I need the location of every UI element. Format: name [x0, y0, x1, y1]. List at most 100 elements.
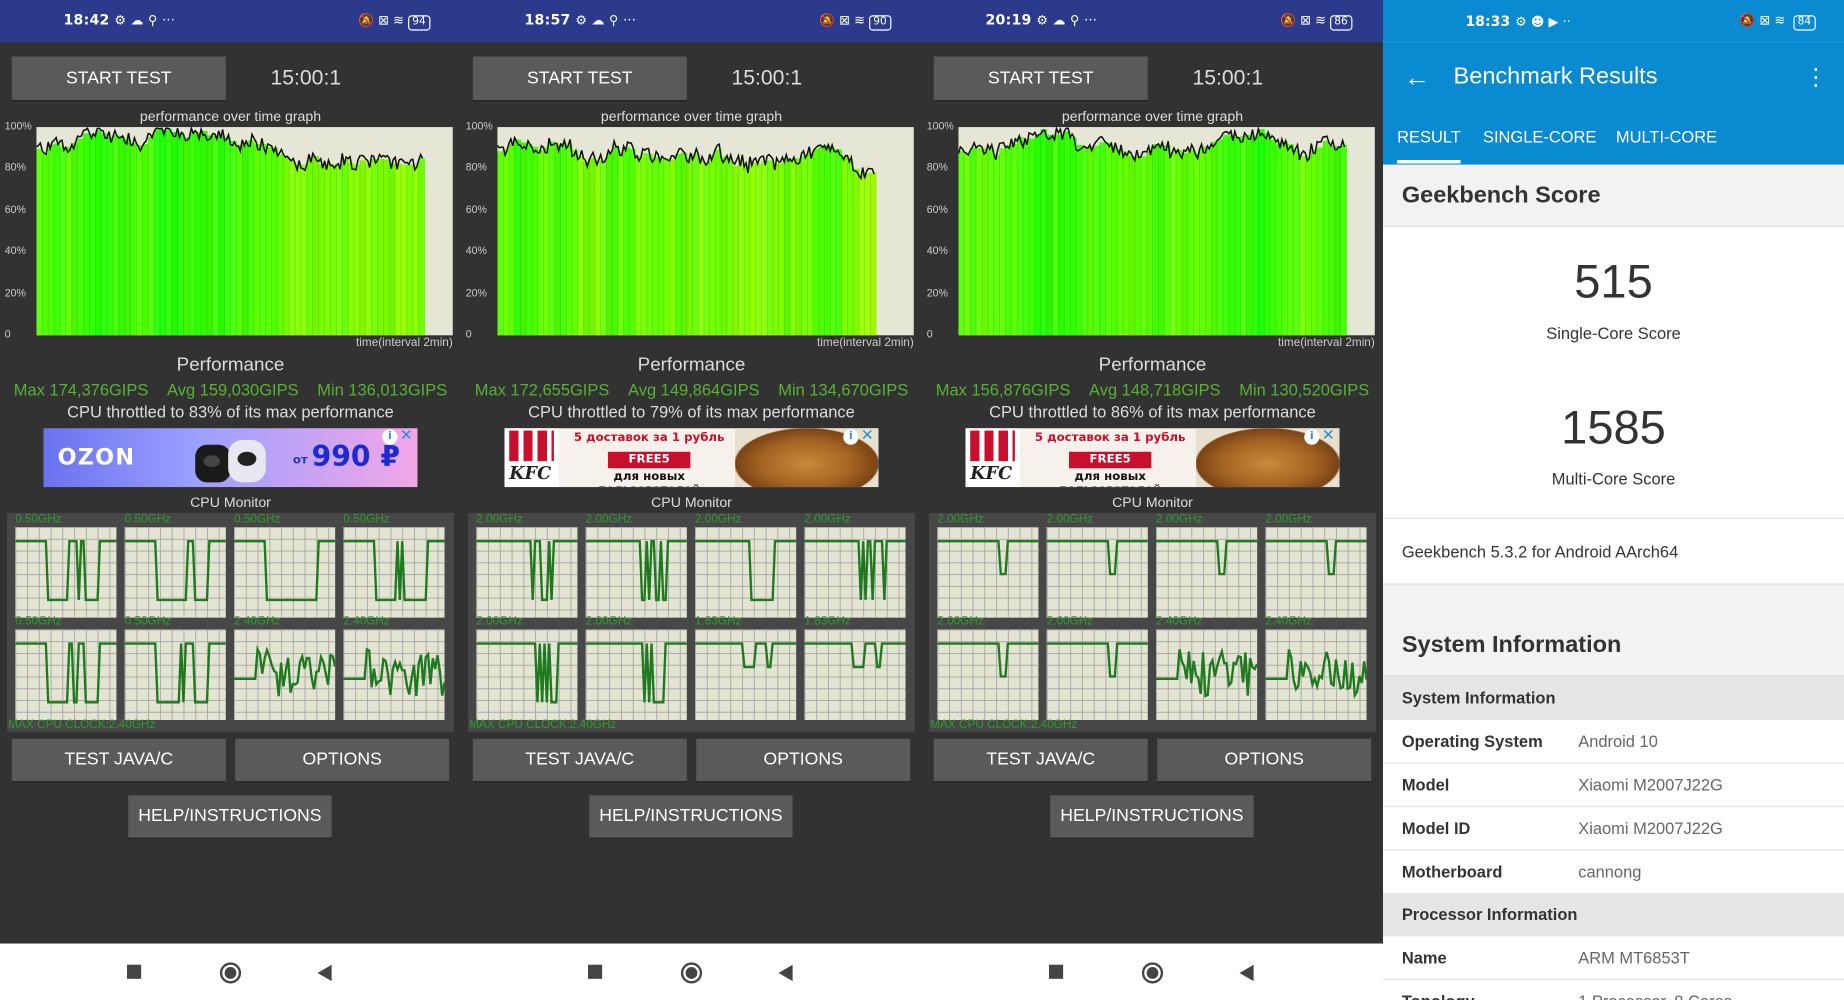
graph-bar	[686, 157, 694, 336]
graph-bar	[635, 156, 642, 336]
graph-bar	[503, 149, 510, 336]
tab-single-core[interactable]: SINGLE-CORE	[1482, 127, 1597, 146]
back-icon[interactable]	[1239, 964, 1254, 982]
graph-bar	[295, 164, 302, 336]
graph-bar	[549, 141, 556, 336]
graph-bar	[1158, 145, 1165, 336]
ad-brand: OZON	[57, 444, 136, 471]
status-bar: 18:57 ⚙ ☁ ⚲ ··· 🔕 ⊠ ≋ 90	[460, 0, 922, 43]
graph-bar	[1123, 151, 1130, 336]
core-frequency-line	[1265, 539, 1367, 576]
test-java-button[interactable]: TEST JAVA/C	[472, 738, 687, 782]
test-java-button[interactable]: TEST JAVA/C	[11, 738, 226, 782]
ad-banner[interactable]: KFC 5 доставок за 1 рубль FREE5 для новы…	[965, 428, 1340, 488]
table-row: Model Xiaomi M2007J22G	[1382, 764, 1844, 808]
options-button[interactable]: OPTIONS	[235, 738, 450, 782]
help-instructions-button[interactable]: HELP/INSTRUCTIONS	[589, 795, 793, 838]
graph-bar	[36, 148, 43, 336]
graph-bar	[870, 172, 877, 336]
ad-info-icon[interactable]: i	[1304, 429, 1320, 445]
cpu-core-graph	[804, 527, 906, 618]
graph-bar	[318, 164, 326, 336]
graph-bar	[1164, 145, 1171, 336]
core-frequency-line	[476, 539, 578, 602]
table-row: Motherboard cannong	[1382, 851, 1844, 895]
core-frequency-label: 2.00GHz	[585, 615, 633, 629]
start-test-button[interactable]: START TEST	[11, 56, 226, 100]
graph-bar	[1046, 134, 1054, 336]
help-instructions-button[interactable]: HELP/INSTRUCTIONS	[128, 795, 332, 838]
performance-title: Performance	[637, 355, 746, 376]
graph-bar	[89, 134, 96, 336]
graph-bar	[336, 164, 343, 336]
core-frequency-label: 0.50GHz	[124, 512, 172, 526]
graph-bar	[970, 147, 977, 336]
geekbench-panel: 18:33 ⚙ ☻ ▶ ·· 🔕 ⊠ ≋ 84 ← Benchmark Resu…	[1382, 0, 1844, 1000]
graph-bar	[1070, 137, 1077, 336]
tab-result[interactable]: RESULT	[1397, 127, 1461, 164]
help-instructions-button[interactable]: HELP/INSTRUCTIONS	[1050, 795, 1254, 838]
graph-bar	[1011, 143, 1018, 336]
graph-bar	[1146, 151, 1153, 336]
start-test-button[interactable]: START TEST	[472, 56, 687, 100]
recents-icon[interactable]	[1049, 964, 1064, 979]
recents-icon[interactable]	[588, 964, 603, 979]
graph-bar	[732, 165, 739, 336]
core-frequency-line	[124, 539, 226, 602]
start-test-button[interactable]: START TEST	[933, 56, 1148, 100]
graph-bar	[1240, 136, 1248, 336]
graph-bar	[554, 144, 562, 336]
ad-banner[interactable]: KFC 5 доставок за 1 рубль FREE5 для новы…	[504, 428, 879, 488]
graph-bar	[749, 162, 757, 336]
tab-multi-core[interactable]: MULTI-CORE	[1615, 127, 1718, 146]
home-icon[interactable]	[1141, 962, 1164, 984]
graph-bar	[1152, 143, 1159, 336]
graph-bar	[1323, 140, 1330, 336]
graph-bar	[353, 164, 361, 336]
options-button[interactable]: OPTIONS	[1157, 738, 1372, 782]
back-icon[interactable]	[317, 964, 332, 982]
graph-bar	[418, 158, 426, 336]
graph-bar	[1234, 137, 1242, 336]
graph-bar	[195, 132, 202, 336]
graph-bar	[248, 140, 255, 336]
back-icon[interactable]	[778, 964, 793, 982]
graph-bar	[658, 158, 665, 336]
ad-close-icon[interactable]: ✕	[1321, 428, 1335, 445]
cpu-core-graph	[343, 629, 445, 720]
performance-title: Performance	[176, 355, 285, 376]
recents-icon[interactable]	[127, 964, 142, 979]
graph-y-tick: 0	[4, 328, 11, 340]
overflow-menu-icon[interactable]: ⋮	[1804, 64, 1828, 91]
graph-bar	[1005, 145, 1012, 336]
graph-bar	[136, 145, 143, 336]
graph-title: performance over time graph	[600, 108, 783, 125]
graph-bar	[790, 158, 797, 336]
ad-banner[interactable]: OZON от 990 ₽ i ✕	[43, 428, 418, 488]
cpu-monitor-title: CPU Monitor	[1112, 494, 1193, 511]
graph-bar	[1081, 147, 1089, 336]
graph-bar	[1128, 156, 1136, 336]
ad-info-icon[interactable]: i	[843, 429, 859, 445]
graph-bar	[1287, 144, 1295, 336]
test-java-button[interactable]: TEST JAVA/C	[933, 738, 1148, 782]
ad-info-icon[interactable]: i	[382, 429, 398, 445]
home-icon[interactable]	[219, 962, 242, 984]
graph-bar	[1064, 131, 1071, 336]
options-button[interactable]: OPTIONS	[696, 738, 911, 782]
graph-bar	[130, 143, 137, 336]
max-cpu-clock: MAX CPU CLOCK:2.40GHz	[8, 718, 156, 732]
ad-close-icon[interactable]: ✕	[399, 428, 413, 445]
ad-close-icon[interactable]: ✕	[860, 428, 874, 445]
home-icon[interactable]	[680, 962, 703, 984]
graph-bar	[1299, 156, 1306, 336]
graph-y-tick: 40%	[465, 244, 487, 257]
graph-bar	[1058, 135, 1065, 336]
status-right: 🔕 ⊠ ≋ 84	[1739, 13, 1816, 31]
graph-bar	[201, 131, 208, 336]
graph-bar	[224, 137, 231, 336]
graph-bar	[1270, 139, 1277, 336]
sysinfo-subheader-label: System Information	[1401, 688, 1556, 708]
back-arrow-icon[interactable]: ←	[1404, 62, 1431, 92]
graph-bar	[401, 164, 408, 336]
